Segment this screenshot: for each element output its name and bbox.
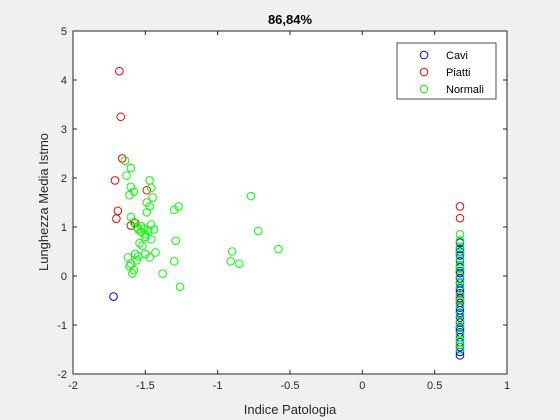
data-point-piatti — [112, 214, 121, 223]
data-point-normali — [274, 244, 283, 254]
data-point-normali — [139, 224, 149, 233]
x-tick-label: -0.5 — [281, 380, 300, 392]
x-axis-label: Indice Patologia — [244, 402, 337, 417]
x-tick-label: -2 — [68, 380, 78, 392]
data-point-normali — [455, 340, 465, 349]
data-point-normali — [455, 248, 465, 257]
data-point-normali — [455, 260, 465, 270]
y-tick-label: 2 — [61, 173, 67, 185]
legend-label-cavi: Cavi — [446, 50, 468, 62]
data-point-normali — [455, 290, 465, 299]
data-point-cavi — [455, 351, 465, 360]
y-tick-label: -2 — [57, 369, 67, 381]
data-point-piatti — [455, 213, 465, 223]
data-point-cavi — [455, 266, 465, 276]
data-point-normali — [142, 208, 152, 217]
data-point-normali — [123, 253, 133, 262]
y-tick-label: 3 — [61, 124, 67, 136]
data-point-normali — [149, 225, 159, 234]
data-point-normali — [175, 282, 185, 292]
data-point-normali — [141, 232, 150, 242]
data-point-normali — [253, 226, 263, 236]
legend-marker-normali — [419, 84, 429, 94]
data-point-normali — [122, 171, 131, 180]
data-point-cavi — [109, 292, 118, 301]
ticks-layer: -2 -1.5 -1 -0.5 0 0.5 1 -2 -1 0 1 2 3 4 5 — [57, 26, 510, 392]
data-point-cavi — [455, 306, 465, 315]
data-point-normali — [145, 253, 154, 262]
y-tick-label: 1 — [61, 222, 67, 234]
data-point-piatti — [142, 185, 152, 195]
data-point-cavi — [455, 244, 465, 254]
x-tick-label: -1 — [213, 380, 223, 392]
data-point-normali — [455, 316, 465, 326]
data-point-normali — [126, 182, 136, 192]
data-point-normali — [135, 238, 144, 248]
data-point-normali — [130, 249, 140, 259]
data-point-piatti — [455, 202, 465, 211]
data-point-normali — [455, 277, 465, 287]
data-point-normali — [132, 256, 141, 265]
data-point-normali — [455, 230, 465, 239]
legend: Cavi Piatti Normali — [396, 42, 497, 100]
data-point-normali — [455, 296, 465, 305]
points-layer — [109, 66, 465, 360]
data-point-normali — [455, 345, 465, 354]
data-point-normali — [455, 335, 465, 345]
data-point-piatti — [114, 66, 124, 76]
data-point-normali — [125, 190, 134, 200]
x-tick-label: 0.5 — [427, 380, 442, 392]
data-point-normali — [455, 236, 465, 246]
data-point-piatti — [110, 176, 120, 185]
data-point-normali — [171, 236, 181, 246]
data-point-normali — [129, 217, 139, 227]
data-point-normali — [120, 156, 130, 166]
data-point-normali — [455, 254, 465, 264]
legend-label-normali: Normali — [446, 84, 484, 96]
data-point-normali — [235, 259, 244, 269]
y-tick-label: 5 — [61, 26, 67, 38]
data-point-piatti — [117, 154, 127, 163]
data-point-normali — [246, 191, 256, 201]
y-tick-label: 0 — [61, 271, 67, 283]
chart-title: 86,84% — [268, 12, 313, 27]
data-point-piatti — [116, 112, 126, 122]
data-point-normali — [455, 309, 465, 319]
data-point-cavi — [455, 286, 465, 296]
data-point-normali — [151, 248, 160, 257]
data-point-normali — [136, 221, 146, 231]
data-point-normali — [169, 205, 179, 215]
x-tick-label: 1 — [504, 380, 510, 392]
data-point-normali — [455, 242, 465, 251]
data-point-normali — [455, 329, 465, 339]
data-point-normali — [138, 241, 147, 250]
data-point-normali — [169, 257, 179, 266]
legend-box — [396, 42, 497, 100]
y-tick-label: -1 — [57, 320, 67, 332]
data-point-normali — [128, 269, 137, 278]
legend-marker-cavi — [419, 50, 429, 60]
data-point-normali — [148, 193, 157, 202]
data-point-normali — [227, 247, 237, 256]
data-point-normali — [146, 234, 156, 244]
data-point-normali — [146, 183, 156, 193]
data-point-normali — [126, 163, 136, 173]
legend-label-piatti: Piatti — [446, 67, 470, 79]
x-tick-label: -1.5 — [136, 380, 155, 392]
data-point-normali — [226, 257, 235, 266]
legend-marker-piatti — [419, 67, 429, 77]
data-point-normali — [146, 220, 156, 229]
data-point-normali — [158, 269, 167, 278]
y-tick-label: 4 — [61, 75, 67, 87]
data-point-normali — [455, 271, 465, 281]
data-point-cavi — [455, 325, 465, 335]
y-axis-label: Lunghezza Media Istmo — [36, 133, 51, 271]
data-point-normali — [126, 212, 136, 222]
x-tick-label: 0 — [359, 380, 365, 392]
data-point-cavi — [455, 251, 465, 260]
